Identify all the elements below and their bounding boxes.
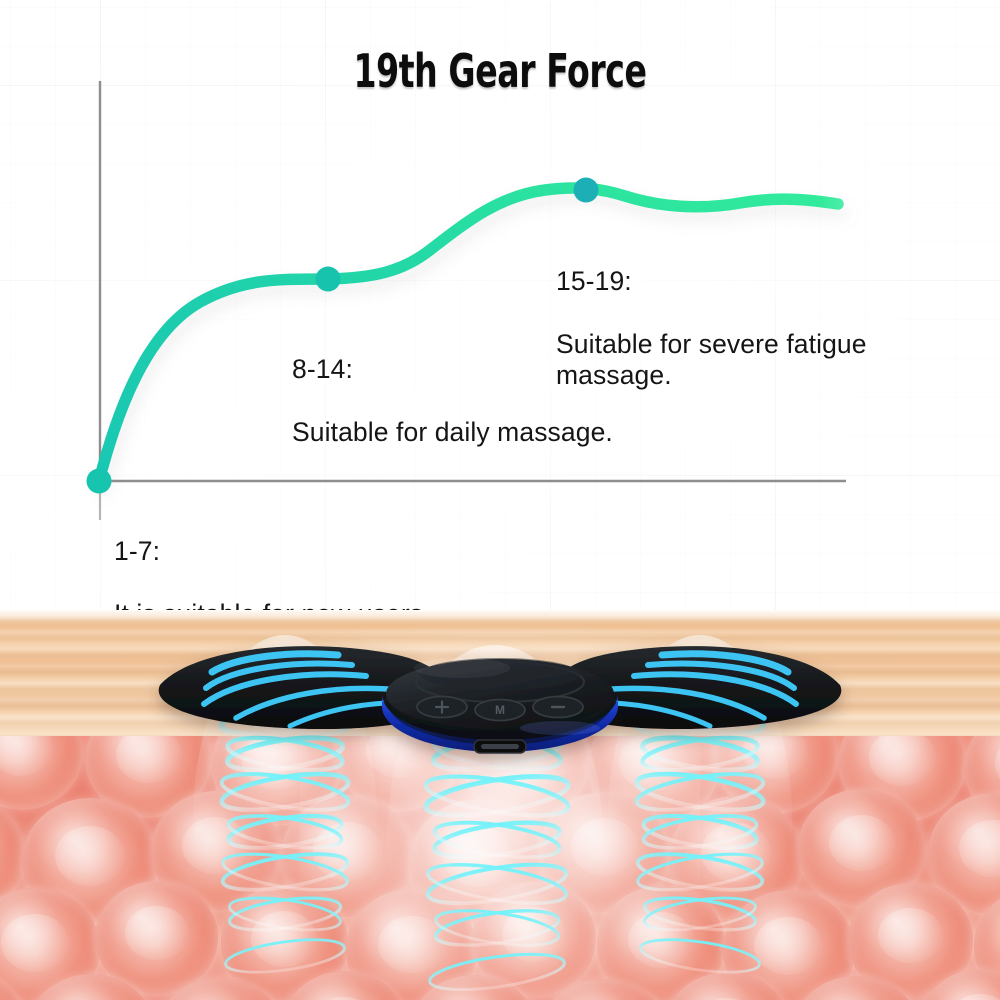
intensity-up-button[interactable]: [416, 695, 468, 719]
massager-body[interactable]: M: [382, 658, 618, 754]
usb-charging-port: [473, 739, 527, 754]
skin-top-fade: [0, 610, 1000, 624]
svg-text:M: M: [495, 703, 505, 717]
annotation-15-19: 15-19: Suitable for severe fatigue massa…: [556, 235, 867, 423]
data-point-15-19[interactable]: [573, 177, 599, 203]
page-title: 19th Gear Force: [353, 44, 647, 98]
ring-specular: [520, 721, 600, 735]
intensity-down-button[interactable]: [532, 695, 584, 719]
data-point-1-7[interactable]: [86, 468, 112, 494]
mode-button[interactable]: M: [474, 698, 526, 722]
annotation-8-14-heading: 8-14:: [292, 354, 353, 385]
annotation-1-7: 1-7: It is suitable for new users.: [114, 505, 431, 610]
tissue-cell: [22, 798, 158, 924]
wave-spiral-right: [633, 695, 767, 974]
annotation-1-7-body: It is suitable for new users.: [114, 599, 431, 610]
annotation-1-7-heading: 1-7:: [114, 536, 161, 567]
product-photo-panel: M: [0, 610, 1000, 1000]
annotation-15-19-heading: 15-19:: [556, 266, 632, 297]
body-specular: [414, 658, 510, 678]
control-buttons[interactable]: M: [416, 695, 584, 722]
annotation-8-14-body: Suitable for daily massage.: [292, 416, 613, 447]
data-point-8-14[interactable]: [315, 266, 341, 292]
mini-ems-massager[interactable]: M: [0, 610, 1000, 1000]
right-pad-arcs: [575, 650, 799, 729]
annotation-8-14: 8-14: Suitable for daily massage.: [292, 323, 613, 479]
tissue-cell: [95, 881, 219, 995]
chart-plot: [86, 81, 846, 520]
tissue-cell: [0, 888, 100, 1000]
chart-panel: 19th Gear Force: [0, 0, 1000, 610]
annotation-15-19-body: Suitable for severe fatigue massage.: [556, 328, 867, 391]
gear-force-curve: [93, 182, 844, 487]
wave-spiral-left: [218, 695, 352, 974]
right-electrode-pad[interactable]: [548, 646, 842, 730]
